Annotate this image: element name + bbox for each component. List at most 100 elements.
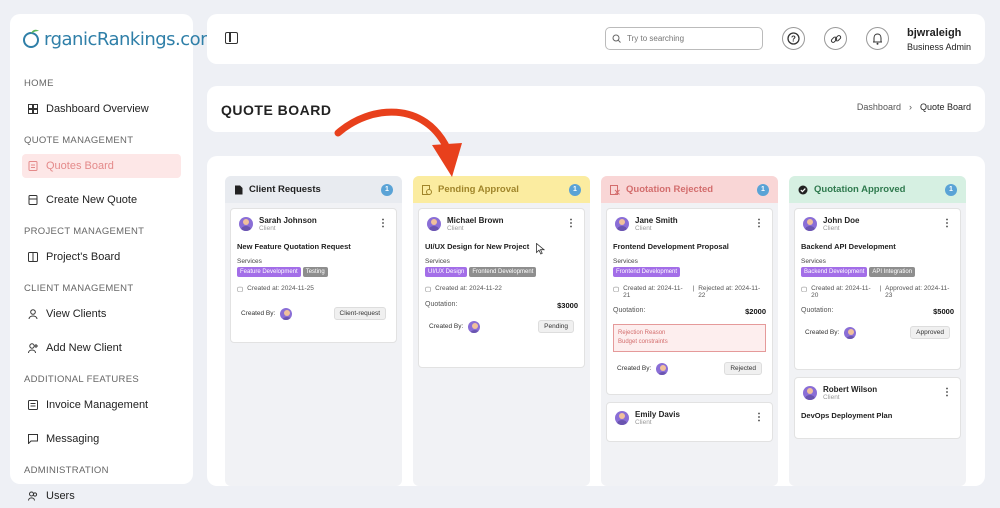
services-label: Services [425,258,450,265]
nav-section-home: HOME [24,78,54,89]
avatar [239,217,253,231]
creator-avatar [656,362,669,375]
created-by-label: Created By: [429,323,464,330]
sidebar-toggle-icon[interactable] [225,32,238,44]
rejection-reason-box: Rejection Reason Budget constraints [613,324,766,352]
nav-item-messaging[interactable]: Messaging [22,427,181,451]
column-count-badge: 1 [757,183,769,196]
column-title: Client Requests [249,184,321,195]
more-options-icon[interactable]: ⋮ [942,387,952,398]
avatar [615,217,629,231]
document-icon [28,161,38,171]
quote-card[interactable]: Emily Davis Client ⋮ [606,402,773,442]
service-tag: Feature Development [237,267,301,277]
quote-card[interactable]: Jane Smith Client ⋮ Frontend Development … [606,208,773,395]
approved-date: Approved at: 2024-11-23 [885,285,950,299]
user-profile[interactable]: bjwraleigh Business Admin [907,27,971,52]
more-options-icon[interactable]: ⋮ [378,218,388,229]
nav-item-label: Quotes Board [46,160,114,172]
grid-icon [28,104,38,114]
nav-item-projects-board[interactable]: Project's Board [22,245,181,269]
rejected-date: Rejected at: 2024-11-22 [698,285,761,299]
notifications-button[interactable] [866,27,889,50]
service-tag: UI/UX Design [425,267,468,277]
search-box[interactable] [605,27,763,50]
created-by-label: Created By: [241,310,276,317]
user-name: bjwraleigh [907,27,962,39]
help-button[interactable]: ? [782,27,805,50]
creator-avatar [844,326,857,339]
user-icon [28,309,38,319]
column-count-badge: 1 [569,183,581,196]
card-title: New Feature Quotation Request [237,242,351,251]
more-options-icon[interactable]: ⋮ [566,218,576,229]
column-pending-approval: Pending Approval 1 Michael Brown Client ⋮… [413,176,590,486]
quote-card[interactable]: Michael Brown Client ⋮ UI/UX Design for N… [418,208,585,368]
rejection-reason-title: Rejection Reason [618,330,666,336]
quote-card[interactable]: Robert Wilson Client ⋮ DevOps Deployment … [794,377,961,439]
card-title: Backend API Development [801,242,896,251]
services-label: Services [613,258,638,265]
service-tag: API Integration [869,267,916,277]
client-name: Robert Wilson [823,385,878,394]
help-icon: ? [787,32,800,45]
more-options-icon[interactable]: ⋮ [754,218,764,229]
nav-item-label: Messaging [46,433,100,445]
client-role: Client [635,225,652,232]
quotation-label: Quotation: [425,301,458,308]
column-header: Client Requests 1 [225,176,402,203]
calendar-icon: ▢ [425,286,432,293]
column-count-badge: 1 [945,183,957,196]
service-tag: Frontend Development [469,267,537,277]
client-name: Michael Brown [447,216,504,225]
column-title: Quotation Approved [814,184,906,195]
svg-text:?: ? [791,35,796,44]
column-quotation-rejected: Quotation Rejected 1 Jane Smith Client ⋮ … [601,176,778,486]
quote-card[interactable]: Sarah Johnson Client ⋮ New Feature Quotat… [230,208,397,343]
client-role: Client [259,225,276,232]
nav-item-create-new-quote[interactable]: Create New Quote [22,188,181,212]
nav-item-add-new-client[interactable]: Add New Client [22,336,181,360]
nav-section-quote-management: QUOTE MANAGEMENT [24,135,134,146]
search-icon [612,34,621,43]
column-header: Quotation Rejected 1 [601,176,778,203]
column-quotation-approved: Quotation Approved 1 John Doe Client ⋮ Ba… [789,176,966,486]
quote-card[interactable]: John Doe Client ⋮ Backend API Development… [794,208,961,370]
card-title: Frontend Development Proposal [613,242,729,251]
breadcrumb-current: Quote Board [919,102,971,112]
breadcrumb-dashboard[interactable]: Dashboard [856,102,901,112]
search-input[interactable] [627,34,747,43]
client-role: Client [823,394,840,401]
status-badge: Client-request [333,307,386,320]
column-header: Quotation Approved 1 [789,176,966,203]
quotation-amount: $2000 [745,307,766,316]
nav-item-users[interactable]: Users [22,484,181,508]
nav-item-view-clients[interactable]: View Clients [22,302,181,326]
more-options-icon[interactable]: ⋮ [754,412,764,423]
logo[interactable]: rganicRankings.com [22,28,218,50]
creator-avatar [468,320,481,333]
column-title: Quotation Rejected [626,184,714,195]
nav-item-quotes-board[interactable]: Quotes Board [22,154,181,178]
nav-section-client-management: CLIENT MANAGEMENT [24,283,134,294]
client-name: Jane Smith [635,216,678,225]
clock-document-icon [422,184,432,195]
calendar-icon: ▢ [613,286,620,293]
nav-item-invoice-management[interactable]: Invoice Management [22,393,181,417]
nav-item-label: Dashboard Overview [46,103,149,115]
created-date: Created at: 2024-11-21 [623,285,683,299]
column-count-badge: 1 [381,183,393,196]
column-title: Pending Approval [438,184,519,195]
nav-item-label: Project's Board [46,251,121,263]
quotation-amount: $3000 [557,301,578,310]
mouse-cursor-icon [536,243,545,255]
nav-item-dashboard-overview[interactable]: Dashboard Overview [22,97,181,121]
status-badge: Rejected [724,362,762,375]
avatar [803,386,817,400]
breadcrumb-separator-icon: › [908,102,912,112]
nav-section-administration: ADMINISTRATION [24,465,109,476]
quotation-label: Quotation: [801,307,834,314]
nav-item-label: Users [46,490,75,502]
more-options-icon[interactable]: ⋮ [942,218,952,229]
link-button[interactable] [824,27,847,50]
